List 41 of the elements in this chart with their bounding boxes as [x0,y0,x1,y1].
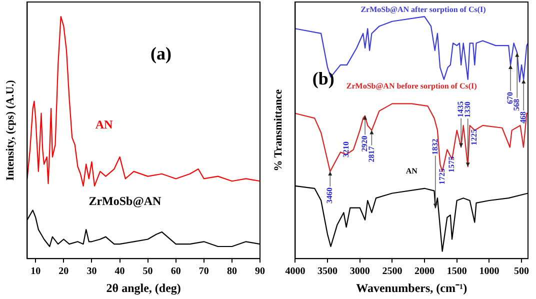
x-axis-title: Wavenumbers, (cm⁻¹) [356,280,468,295]
x-tick-label: 60 [170,266,181,278]
annotation: 1725 [437,168,446,184]
annotation: 1330 [462,102,472,118]
annotation: 2920 [360,136,370,152]
annotation: 568 [512,98,522,111]
annotation: (b) [312,68,334,90]
annotation: 3210 [341,142,350,158]
annotation: 1435 [456,101,466,118]
annotation: 2817 [366,146,376,162]
x-tick-label: 80 [226,266,237,278]
x-axis-title: 2θ angle, (deg) [106,280,181,295]
x-tick-label: 500 [514,266,530,278]
x-tick-label: 2500 [382,266,402,278]
x-tick-label: 3000 [350,266,370,278]
annotation: 1832 [430,138,440,155]
series-label: AN [95,117,114,132]
annotation: 670 [506,92,515,104]
x-tick-label: 70 [198,266,209,278]
x-tick-label: 20 [58,266,69,278]
annotation: (a) [150,44,172,64]
annotation: 468 [518,111,528,124]
series-label: AN [406,166,418,176]
x-tick-label: 3500 [318,266,338,278]
x-tick-label: 1500 [446,266,467,278]
x-tick-label: 50 [142,266,153,278]
annotation: 1575 [447,156,456,172]
y-axis-title: Intensity, (cps) (A.U.) [4,80,16,181]
x-tick-label: 40 [114,266,125,278]
series-label: ZrMoSb@AN [88,194,162,208]
text: ZrMoSb@AN before sorption of Cs(I) [346,82,478,91]
x-tick-label: 10 [30,266,41,278]
x-tick-label: 1000 [479,266,500,278]
x-tick-label: 4000 [285,266,306,278]
x-tick-label: 2000 [414,266,435,278]
x-tick-label: 30 [86,266,97,278]
x-tick-label: 90 [255,266,265,278]
y-axis-title: % Transmittance [272,89,284,172]
annotation: 1225 [470,129,479,146]
annotation: 3460 [325,187,334,204]
series-label: ZrMoSb@AN after sorption of Cs(I) [360,4,486,14]
